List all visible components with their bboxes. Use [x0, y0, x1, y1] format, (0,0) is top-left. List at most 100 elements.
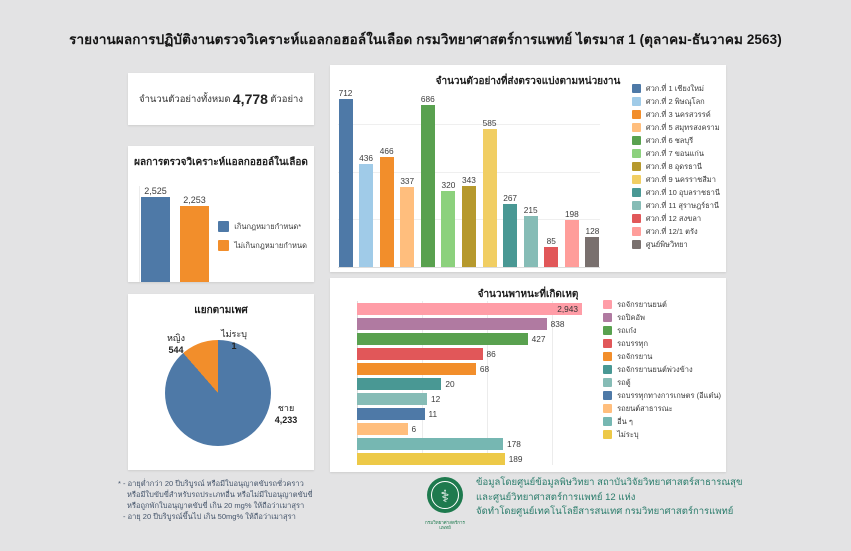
vehicles-chart-plot: 2,943 838 427 86 68 20 12 11 6 178 189: [357, 301, 582, 466]
legend-item: รถปิคอัพ: [603, 311, 721, 324]
bar: [180, 206, 209, 282]
legend-item: รถบรรทุกทางการเกษตร (อีแต๋น): [603, 389, 721, 402]
bar-group: 12: [357, 391, 582, 406]
gridline: [551, 301, 553, 465]
svg-text:⚕: ⚕: [440, 487, 449, 507]
alcohol-chart-title: ผลการตรวจวิเคราะห์แอลกอฮอล์ในเลือด: [134, 157, 308, 168]
bar-value-label: 838: [550, 318, 565, 329]
bar-group: 2,943: [357, 301, 582, 316]
bar-value-label: 466: [379, 146, 394, 156]
bar-value-label: 337: [400, 176, 415, 186]
pie-label-male-name: ชาย: [277, 403, 295, 413]
bar: [461, 186, 476, 267]
bar-group: 466: [379, 146, 394, 267]
legend-item: ศวก.ที่ 6 ชลบุรี: [631, 134, 720, 147]
bar-value-label: 427: [531, 333, 546, 344]
legend-label: รถบรรทุก: [617, 338, 649, 348]
dept-medical-sciences-logo: ⚕ กรมวิทยาศาสตร์การแพทย์: [424, 476, 466, 530]
bar: [482, 129, 497, 267]
bar: [357, 347, 483, 360]
pie-label-male: ชาย 4,233: [262, 402, 310, 426]
legend-label: ศวก.ที่ 1 เชียงใหม่: [645, 83, 704, 93]
bar: [357, 407, 425, 420]
legend-label: เกินกฎหมายกำหนด*: [234, 221, 302, 231]
page-title: รายงานผลการปฏิบัติงานตรวจวิเคราะห์แอลกอฮ…: [69, 32, 782, 47]
bar: [357, 422, 408, 435]
legend-item: ศวก.ที่ 10 อุบลราชธานี: [631, 186, 720, 199]
bar-value-label: 343: [462, 175, 476, 185]
legend-swatch: [631, 240, 641, 249]
gridline: [338, 124, 600, 125]
legend-item: ไม่ระบุ: [603, 428, 721, 441]
legend-label: ไม่ระบุ: [617, 429, 639, 439]
bar: [338, 99, 353, 267]
bar-value-label: 68: [479, 363, 490, 374]
bar: [141, 197, 170, 282]
legend-item: รถเก๋ง: [603, 324, 721, 337]
summary-label: จำนวนตัวอย่างทั้งหมด: [139, 93, 231, 105]
pie-label-female-value: 544: [168, 345, 184, 355]
bar-value-label: 86: [486, 348, 496, 359]
legend-label: ศวก.ที่ 5 สมุทรสงคราม: [645, 122, 720, 132]
bar-value-label: 2,943: [557, 303, 578, 314]
bar-value-label: 2,525: [144, 186, 167, 196]
bar-value-label: 215: [523, 205, 538, 215]
legend-label: รถเก๋ง: [617, 325, 637, 335]
legend-label: รถตู้: [617, 377, 631, 387]
bar-value-label: 686: [420, 94, 435, 104]
legend-swatch: [603, 352, 613, 361]
legend-label: รถปิคอัพ: [617, 312, 645, 322]
bar-group: 838: [357, 316, 582, 331]
legend-swatch: [631, 110, 641, 119]
gender-chart-title: แยกตามเพศ: [194, 305, 248, 316]
bar: [359, 164, 374, 267]
bar-group: 585: [482, 118, 497, 267]
legend-label: ศวก.ที่ 3 นครสวรรค์: [645, 109, 711, 119]
alcohol-result-panel: ผลการตรวจวิเคราะห์แอลกอฮอล์ในเลือด 2,525…: [128, 146, 314, 282]
legend-swatch: [603, 378, 613, 387]
legend-item: ศวก.ที่ 11 สุราษฎร์ธานี: [631, 199, 720, 212]
pie-label-male-value: 4,233: [274, 415, 298, 425]
bar-group: 436: [359, 153, 374, 267]
pie-label-female-name: หญิง: [167, 333, 185, 343]
legend-swatch: [631, 175, 641, 184]
gridline: [486, 301, 488, 465]
bar-group: 712: [338, 88, 353, 267]
vehicles-chart-title: จำนวนพาหนะที่เกิดเหตุ: [477, 289, 579, 300]
legend-item: ศวก.ที่ 12/1 ตรัง: [631, 225, 720, 238]
bar-group: 128: [585, 226, 600, 267]
legend-item: รถจักรยานยนต์พ่วงข้าง: [603, 363, 721, 376]
legend-swatch: [603, 417, 613, 426]
legend-label: ศวก.ที่ 2 พิษณุโลก: [645, 96, 705, 106]
bar-group: 20: [357, 376, 582, 391]
bar: [420, 105, 435, 267]
legend-swatch: [218, 240, 230, 251]
alcohol-chart-plot: 2,525 2,253: [141, 182, 209, 282]
legend-label: ศวก.ที่ 6 ชลบุรี: [645, 135, 694, 145]
legend-label: อื่น ๆ: [617, 416, 633, 426]
legend-label: รถบรรทุกทางการเกษตร (อีแต๋น): [617, 390, 721, 400]
bar: [564, 220, 579, 267]
legend-swatch: [218, 221, 230, 232]
bar-value-label: 436: [359, 153, 373, 163]
bar-group: 215: [523, 205, 538, 267]
legend-item: ศวก.ที่ 9 นครราชสีมา: [631, 173, 720, 186]
bar-value-label: 585: [482, 118, 497, 128]
unit-chart-legend: ศวก.ที่ 1 เชียงใหม่ศวก.ที่ 2 พิษณุโลกศวก…: [631, 82, 720, 251]
legend-label: ศวก.ที่ 8 อุดรธานี: [645, 161, 703, 171]
bar-group: 178: [357, 436, 582, 451]
legend-item: ศูนย์พิษวิทยา: [631, 238, 720, 251]
legend-item: รถจักรยานยนต์: [603, 298, 721, 311]
footnote-line: * - อายุต่ำกว่า 20 ปีบริบูรณ์ หรือมีใบอน…: [118, 479, 304, 488]
legend-label: ศวก.ที่ 7 ขอนแก่น: [645, 148, 704, 158]
legend-label: ศวก.ที่ 12 สงขลา: [645, 213, 702, 223]
bar-group: 337: [400, 176, 415, 267]
pie-label-female: หญิง 544: [156, 332, 196, 356]
bar: [379, 157, 394, 267]
bar-value-label: 128: [585, 226, 600, 236]
bar: [357, 392, 427, 405]
bar-value-label: 178: [507, 438, 521, 449]
bar-group: 6: [357, 421, 582, 436]
legend-swatch: [631, 123, 641, 132]
